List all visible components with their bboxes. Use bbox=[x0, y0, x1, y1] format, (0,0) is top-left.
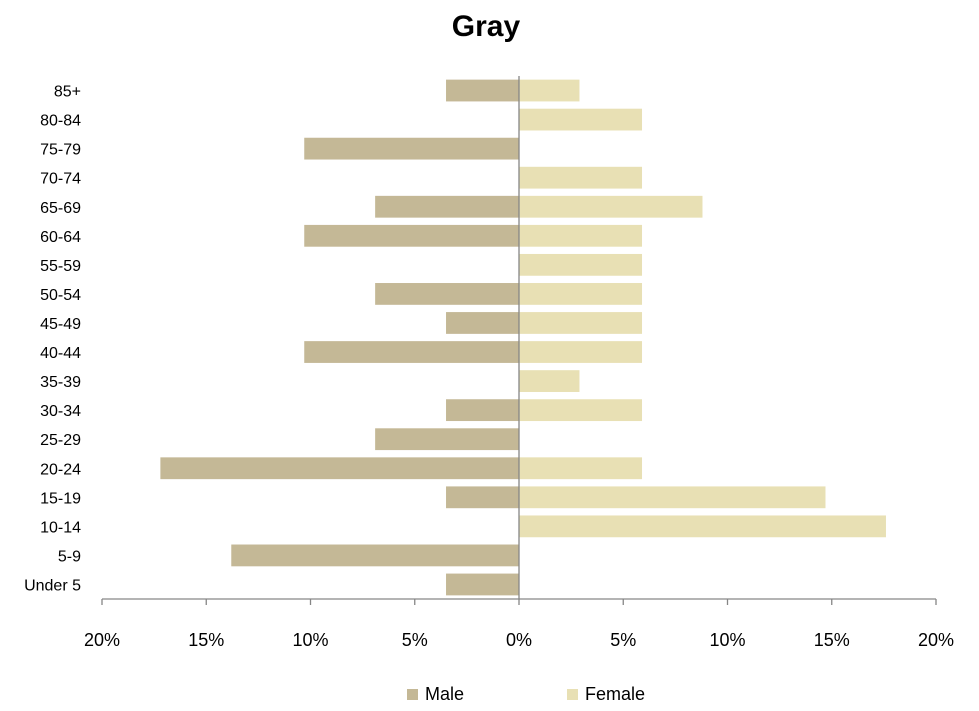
category-label: 5-9 bbox=[58, 548, 81, 565]
x-tick-label: 15% bbox=[188, 630, 224, 650]
category-label: 60-64 bbox=[40, 229, 81, 246]
x-tick-label: 10% bbox=[292, 630, 328, 650]
chart-title: Gray bbox=[452, 10, 521, 43]
bar-female-50-54 bbox=[519, 283, 643, 305]
x-tick-label: 20% bbox=[918, 630, 954, 650]
x-tick-label: 5% bbox=[610, 630, 636, 650]
bar-female-70-74 bbox=[519, 166, 643, 189]
bar-female-65-69 bbox=[519, 195, 703, 218]
category-label: 55-59 bbox=[40, 258, 81, 275]
bar-male-60-64 bbox=[304, 224, 519, 247]
bar-female-15-19 bbox=[519, 486, 826, 509]
tick-labels: 20% 15% 10% 5% 0% 5% 10% 15% 20% bbox=[84, 630, 954, 650]
category-label: 25-29 bbox=[40, 432, 81, 449]
category-label: 30-34 bbox=[40, 403, 81, 420]
x-tick-label: 0% bbox=[506, 630, 532, 650]
bar-female-35-39 bbox=[519, 370, 580, 392]
bar-female-85plus bbox=[519, 79, 580, 102]
axes-group bbox=[101, 76, 937, 605]
bar-female-30-34 bbox=[519, 399, 643, 422]
category-label: 40-44 bbox=[40, 345, 81, 362]
bars-group bbox=[160, 79, 886, 596]
bar-male-25-29 bbox=[375, 428, 519, 451]
x-tick-label: 10% bbox=[709, 630, 745, 650]
x-tick-label: 20% bbox=[84, 630, 120, 650]
x-tick-label: 5% bbox=[402, 630, 428, 650]
bar-female-80-84 bbox=[519, 108, 643, 131]
bar-male-15-19 bbox=[446, 486, 519, 509]
bar-male-30-34 bbox=[446, 399, 519, 422]
bar-female-55-59 bbox=[519, 253, 643, 276]
bar-male-5-9 bbox=[231, 544, 519, 567]
category-label: 35-39 bbox=[40, 374, 81, 391]
legend-swatch-female bbox=[567, 689, 578, 700]
bar-male-85plus bbox=[446, 79, 519, 102]
x-tick-label: 15% bbox=[814, 630, 850, 650]
category-label: 45-49 bbox=[40, 316, 81, 333]
legend-label-female: Female bbox=[585, 684, 645, 704]
bar-male-under-5 bbox=[446, 573, 519, 596]
legend-label-male: Male bbox=[425, 684, 464, 704]
category-label: 70-74 bbox=[40, 171, 81, 188]
bar-female-40-44 bbox=[519, 341, 643, 363]
bar-female-45-49 bbox=[519, 312, 643, 334]
bar-male-50-54 bbox=[375, 283, 519, 305]
category-label: 10-14 bbox=[40, 519, 81, 536]
bar-female-10-14 bbox=[519, 515, 886, 538]
category-label: 50-54 bbox=[40, 287, 81, 304]
category-label: 75-79 bbox=[40, 142, 81, 159]
bar-female-20-24 bbox=[519, 457, 643, 480]
category-label: 20-24 bbox=[40, 461, 81, 478]
category-label: 85+ bbox=[54, 84, 81, 101]
category-label: 15-19 bbox=[40, 490, 81, 507]
bar-male-20-24 bbox=[160, 457, 519, 480]
legend-swatch-male bbox=[407, 689, 418, 700]
bar-male-75-79 bbox=[304, 137, 519, 160]
bar-female-60-64 bbox=[519, 224, 643, 247]
legend: Male Female bbox=[407, 684, 645, 704]
bar-male-45-49 bbox=[446, 312, 519, 334]
category-label: 80-84 bbox=[40, 113, 81, 130]
category-label: 65-69 bbox=[40, 200, 81, 217]
bar-male-40-44 bbox=[304, 341, 519, 363]
category-labels: Under 5 5-9 10-14 15-19 20-24 25-29 30-34 35-39… bbox=[24, 84, 81, 595]
category-label: Under 5 bbox=[24, 577, 81, 594]
bar-male-65-69 bbox=[375, 195, 519, 218]
